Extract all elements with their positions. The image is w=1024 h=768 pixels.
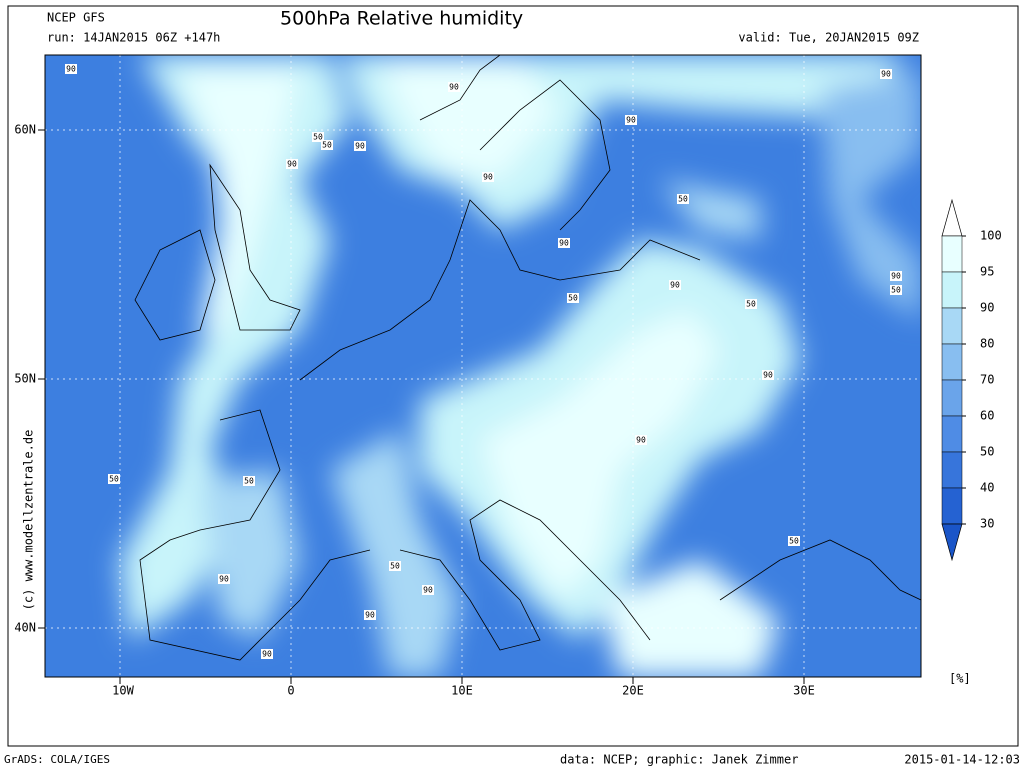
lat-label: 50N bbox=[14, 372, 36, 386]
contour-label: 90 bbox=[626, 116, 636, 125]
contour-label: 90 bbox=[559, 239, 569, 248]
lat-axis: 60N 50N 40N bbox=[14, 123, 45, 635]
contour-label: 90 bbox=[423, 586, 433, 595]
lat-label: 40N bbox=[14, 621, 36, 635]
contour-label-bg bbox=[364, 610, 376, 620]
contour-label: 50 bbox=[746, 300, 756, 309]
colorbar-swatch bbox=[941, 415, 963, 453]
contour-label-bg bbox=[677, 194, 689, 204]
frame bbox=[7, 5, 1019, 747]
valid-time: valid: Tue, 20JAN2015 09Z bbox=[738, 31, 919, 45]
contour-label-bg bbox=[261, 649, 273, 659]
contour-label: 50 bbox=[789, 537, 799, 546]
colorbar-swatch bbox=[941, 307, 963, 345]
contour-label-bg bbox=[635, 435, 647, 445]
contour-label-bg bbox=[880, 69, 892, 79]
colorbar-label: 80 bbox=[980, 337, 994, 351]
contour-label-bg bbox=[321, 140, 333, 150]
colorbar-label: 90 bbox=[980, 301, 994, 315]
model-name: NCEP GFS bbox=[47, 11, 105, 25]
colorbar-swatch bbox=[941, 343, 963, 381]
colorbar-label: 95 bbox=[980, 265, 994, 279]
contour-label-bg bbox=[448, 82, 460, 92]
contour-label: 50 bbox=[244, 477, 254, 486]
lat-label: 60N bbox=[14, 123, 36, 137]
contour-label: 50 bbox=[390, 562, 400, 571]
contour-label-bg bbox=[218, 574, 230, 584]
contour-label: 90 bbox=[355, 142, 365, 151]
colorbar-label: 40 bbox=[980, 481, 994, 495]
lon-label: 30E bbox=[793, 684, 815, 698]
contour-label-bg bbox=[482, 172, 494, 182]
contour-label: 90 bbox=[763, 371, 773, 380]
contour-label: 90 bbox=[483, 173, 493, 182]
contour-label: 90 bbox=[636, 436, 646, 445]
contour-label-bg bbox=[354, 141, 366, 151]
colorbar-cap bbox=[941, 523, 963, 562]
colorbar-label: 50 bbox=[980, 445, 994, 459]
contour-label-bg bbox=[890, 285, 902, 295]
contour-label: 90 bbox=[670, 281, 680, 290]
colorbar-label: 30 bbox=[980, 517, 994, 531]
colorbar: 100 95 90 80 70 60 50 40 30 bbox=[941, 198, 1002, 562]
lon-label: 20E bbox=[622, 684, 644, 698]
contour-label-bg bbox=[243, 476, 255, 486]
graticule bbox=[45, 55, 921, 677]
contour-label: 90 bbox=[449, 83, 459, 92]
contour-label: 90 bbox=[881, 70, 891, 79]
colorbar-swatch bbox=[941, 271, 963, 309]
contour-label-bg bbox=[745, 299, 757, 309]
colorbar-swatch bbox=[941, 487, 963, 525]
contour-label-bg bbox=[625, 115, 637, 125]
contour-label-bg bbox=[890, 271, 902, 281]
contour-label: 90 bbox=[66, 65, 76, 74]
colorbar-unit: [%] bbox=[949, 672, 971, 686]
contour-label-bg bbox=[108, 474, 120, 484]
contour-label: 50 bbox=[109, 475, 119, 484]
run-info: run: 14JAN2015 06Z +147h bbox=[47, 31, 220, 45]
contour-label: 50 bbox=[891, 286, 901, 295]
lon-label: 0 bbox=[287, 684, 294, 698]
footer-credit: data: NCEP; graphic: Janek Zimmer bbox=[560, 753, 798, 767]
contour-label: 50 bbox=[568, 294, 578, 303]
footer-timestamp: 2015-01-14-12:03 bbox=[904, 753, 1020, 767]
contour-label: 50 bbox=[678, 195, 688, 204]
contour-label-bg bbox=[65, 64, 77, 74]
contour-label-bg bbox=[389, 561, 401, 571]
contour-label-bg bbox=[669, 280, 681, 290]
contour-label: 90 bbox=[262, 650, 272, 659]
colorbar-swatch bbox=[941, 451, 963, 489]
contour-label: 90 bbox=[891, 272, 901, 281]
contour-label: 90 bbox=[287, 160, 297, 169]
contour-label: 90 bbox=[365, 611, 375, 620]
watermark: (c) www.modellzentrale.de bbox=[22, 430, 36, 611]
map-border bbox=[44, 54, 922, 678]
contour-label-bg bbox=[567, 293, 579, 303]
lon-label: 10E bbox=[451, 684, 473, 698]
lon-axis: 10W 0 10E 20E 30E bbox=[112, 677, 815, 698]
contour-label: 50 bbox=[313, 133, 323, 142]
contour-label-bg bbox=[286, 159, 298, 169]
footer-software: GrADS: COLA/IGES bbox=[4, 753, 110, 766]
contour-label: 50 bbox=[322, 141, 332, 150]
colorbar-swatch bbox=[941, 379, 963, 417]
contour-label: 90 bbox=[219, 575, 229, 584]
colorbar-label: 60 bbox=[980, 409, 994, 423]
contour-label-bg bbox=[762, 370, 774, 380]
lon-label: 10W bbox=[112, 684, 134, 698]
contour-label-bg bbox=[422, 585, 434, 595]
colorbar-swatch bbox=[941, 235, 963, 273]
colorbar-label: 100 bbox=[980, 229, 1002, 243]
title: 500hPa Relative humidity bbox=[280, 8, 523, 30]
contour-label-bg bbox=[788, 536, 800, 546]
contour-label-bg bbox=[312, 132, 324, 142]
contour-label-bg bbox=[558, 238, 570, 248]
colorbar-label: 70 bbox=[980, 373, 994, 387]
coastlines bbox=[134, 55, 921, 661]
colorbar-cap bbox=[941, 198, 963, 237]
